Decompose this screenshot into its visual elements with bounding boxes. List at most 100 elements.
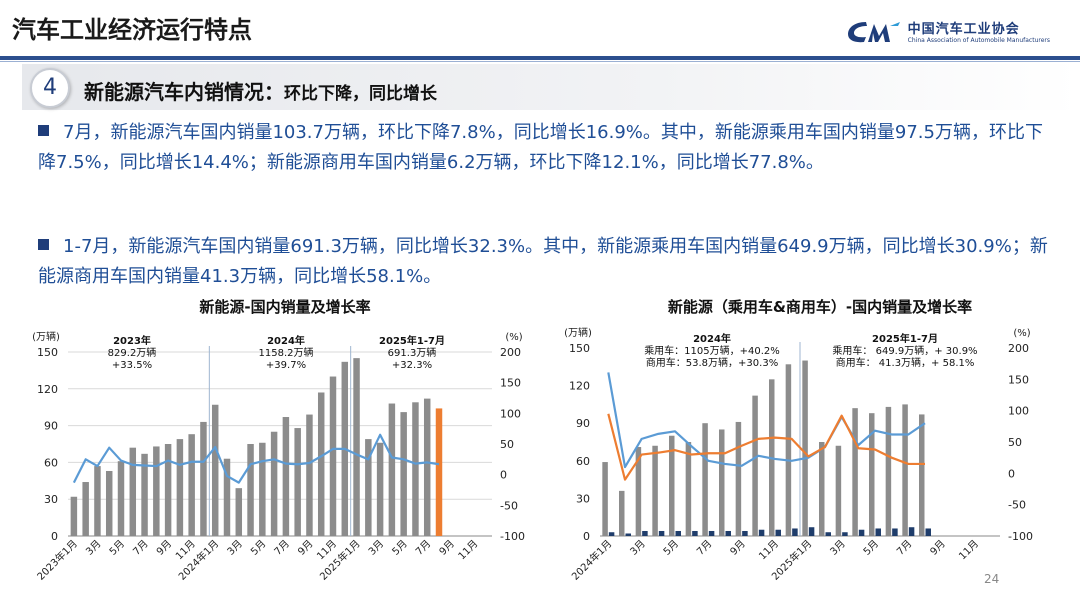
page-title: 汽车工业经济运行特点 <box>12 16 252 44</box>
annotation-text: 829.2万辆 <box>108 346 157 359</box>
x-tick-label: 7月 <box>131 538 151 558</box>
bar-passenger <box>785 364 792 536</box>
bar <box>82 482 89 536</box>
bar <box>259 442 266 536</box>
bullet-jan-jul: 1-7月，新能源汽车国内销量691.3万辆，同比增长32.3%。其中，新能源乘用… <box>38 232 1048 292</box>
bar-passenger <box>669 435 675 536</box>
bar <box>365 439 372 536</box>
y2-tick-label: -100 <box>1008 530 1033 543</box>
bar <box>176 439 184 536</box>
y-unit-left: (万辆) <box>564 326 592 339</box>
bar <box>294 428 301 536</box>
y-tick-label: 0 <box>583 530 590 543</box>
bar <box>200 421 207 536</box>
y2-tick-label: 50 <box>500 438 514 451</box>
logo-name: 中国汽车工业协会 <box>907 22 1020 37</box>
x-tick-label: 3月 <box>828 538 848 558</box>
bar-commercial <box>808 527 815 536</box>
x-tick-label: 5月 <box>861 538 881 558</box>
bar-passenger <box>752 395 758 536</box>
x-tick-label: 2023年1月 <box>34 537 80 583</box>
bar-passenger <box>919 414 925 536</box>
y-tick-label: 60 <box>44 456 58 469</box>
x-tick-label: 3月 <box>84 538 104 558</box>
bar <box>306 414 313 536</box>
section-title-main: 新能源汽车内销情况： <box>84 80 284 104</box>
bar <box>412 402 419 536</box>
x-tick-label: 11月 <box>456 538 481 563</box>
y2-tick-label: 200 <box>500 346 521 359</box>
bar <box>70 496 78 536</box>
bar-passenger <box>735 421 742 536</box>
y-tick-label: 60 <box>576 455 590 468</box>
logo-name-en: China Association of Automobile Manufact… <box>907 37 1050 44</box>
x-tick-label: 9月 <box>928 538 948 558</box>
x-tick-label: 11月 <box>957 538 982 563</box>
bar-passenger <box>702 423 708 536</box>
bar-passenger <box>802 360 808 536</box>
y2-tick-label: -100 <box>500 530 525 543</box>
bar-passenger <box>819 442 825 536</box>
bar <box>400 412 407 536</box>
bullet-july: 7月，新能源汽车国内销量103.7万辆，环比下降7.8%，同比增长16.9%。其… <box>38 118 1048 178</box>
annotation-text: 2025年1-7月 <box>379 334 445 347</box>
title-rule <box>0 56 1080 60</box>
x-tick-label: 9月 <box>154 538 174 558</box>
bar-passenger <box>885 406 892 536</box>
bar-passenger <box>685 442 692 536</box>
y-tick-label: 0 <box>51 530 58 543</box>
section-title-sub: 环比下降，同比增长 <box>284 84 437 104</box>
annotation-text: 商用车：53.8万辆，+30.3% <box>646 356 778 369</box>
y-unit-right: (%) <box>505 332 522 343</box>
bar-commercial <box>792 528 798 536</box>
page-number: 24 <box>984 572 1000 586</box>
y-tick-label: 30 <box>576 492 590 505</box>
x-tick-label: 9月 <box>296 538 316 558</box>
bar <box>423 398 431 536</box>
bar <box>353 358 360 536</box>
bar <box>388 403 396 536</box>
bar-highlight <box>435 408 443 536</box>
annotation-text: +32.3% <box>392 360 432 371</box>
y-unit-left: (万辆) <box>32 330 60 343</box>
bar-commercial <box>875 528 881 536</box>
bar <box>141 453 148 536</box>
bar-commercial <box>858 529 865 536</box>
x-tick-label: 7月 <box>413 538 433 558</box>
y-tick-label: 120 <box>569 380 590 393</box>
y-unit-right: (%) <box>1013 328 1030 339</box>
bar <box>94 466 101 536</box>
bar <box>211 404 219 536</box>
bar <box>164 444 172 536</box>
y2-tick-label: 150 <box>500 377 521 390</box>
y-tick-label: 150 <box>569 342 590 355</box>
bar-commercial <box>708 530 715 536</box>
bar-passenger <box>635 447 642 536</box>
section-title: 新能源汽车内销情况：环比下降，同比增长 <box>84 76 437 105</box>
bar-passenger <box>869 413 875 536</box>
y2-tick-label: 100 <box>500 407 521 420</box>
y2-tick-label: 200 <box>1008 342 1029 355</box>
y2-tick-label: 0 <box>500 469 507 482</box>
bar <box>317 392 325 536</box>
bar-passenger <box>902 404 908 536</box>
caam-logo-icon <box>847 22 900 43</box>
annotation-text: 1158.2万辆 <box>259 346 314 359</box>
bar-commercial <box>775 529 781 536</box>
bar <box>270 431 278 536</box>
bullet-text: 1-7月，新能源汽车国内销量691.3万辆，同比增长32.3%。其中，新能源乘用… <box>38 236 1048 287</box>
annotation-text: 2024年 <box>267 334 305 347</box>
bar <box>329 376 337 536</box>
bar-commercial <box>625 533 631 536</box>
x-tick-label: 5月 <box>661 538 681 558</box>
bar-commercial <box>742 530 748 536</box>
bar-passenger <box>602 462 608 536</box>
y-tick-label: 30 <box>44 493 58 506</box>
bar <box>129 447 137 536</box>
bar-passenger <box>652 445 658 536</box>
y-tick-label: 90 <box>44 420 58 433</box>
annotation-text: +39.7% <box>266 360 306 371</box>
bar <box>376 442 384 536</box>
annotation-text: 691.3万辆 <box>388 346 437 359</box>
